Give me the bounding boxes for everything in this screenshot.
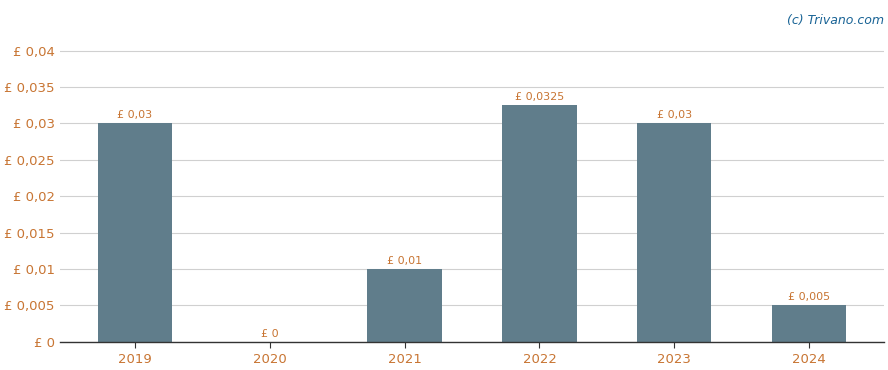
Bar — [638, 123, 711, 342]
Text: £ 0: £ 0 — [261, 329, 279, 339]
Text: £ 0,01: £ 0,01 — [387, 256, 422, 266]
Bar — [368, 269, 441, 342]
Text: £ 0,0325: £ 0,0325 — [515, 92, 564, 102]
Bar — [773, 305, 846, 342]
Text: £ 0,03: £ 0,03 — [657, 110, 692, 121]
Text: (c) Trivano.com: (c) Trivano.com — [787, 14, 884, 27]
Bar — [503, 105, 576, 342]
Bar — [98, 123, 172, 342]
Text: £ 0,03: £ 0,03 — [117, 110, 153, 121]
Text: £ 0,005: £ 0,005 — [789, 292, 830, 302]
